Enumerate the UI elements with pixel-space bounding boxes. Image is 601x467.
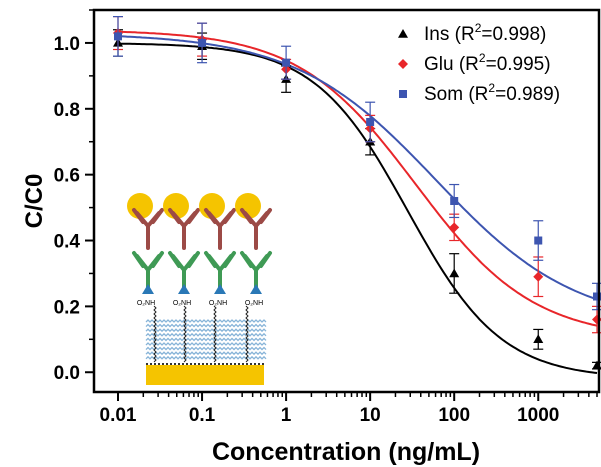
data-points xyxy=(113,15,601,370)
x-axis-title: Concentration (ng/mL) xyxy=(212,438,480,466)
fit-curves xyxy=(117,30,598,374)
monolayer-chain xyxy=(145,342,267,346)
plot-frame xyxy=(92,8,601,394)
linker-chain xyxy=(245,305,249,363)
legend-marker-glu xyxy=(398,59,408,69)
monolayer-chain xyxy=(145,332,267,337)
x-tick-label: 10 xyxy=(360,405,381,426)
linker-triangle xyxy=(178,284,190,294)
legend-marker-ins xyxy=(398,29,408,38)
axes xyxy=(92,8,601,394)
capture-antibody xyxy=(132,251,164,292)
x-tick-label: 100 xyxy=(438,405,470,426)
capture-antibody xyxy=(168,251,200,292)
linker-chain xyxy=(183,305,187,363)
data-point-som xyxy=(198,38,207,47)
data-point-som xyxy=(282,58,291,67)
antibody: O₂NH xyxy=(163,193,200,307)
linker-label: O₂NH xyxy=(245,300,263,307)
detection-antibody xyxy=(240,208,272,250)
linker-chain xyxy=(213,305,217,363)
linker-chain xyxy=(153,305,157,363)
linker-triangle xyxy=(250,284,262,294)
linker-triangle xyxy=(214,284,226,294)
capture-antibody xyxy=(240,251,272,292)
y-tick-label: 0.0 xyxy=(54,363,80,384)
x-tick-label: 0.01 xyxy=(100,405,137,426)
linker-label: O₂NH xyxy=(173,300,191,307)
detection-antibody xyxy=(168,208,200,250)
linker-label: O₂NH xyxy=(209,300,227,307)
fit-curve-ins xyxy=(117,42,598,374)
data-point-som xyxy=(114,32,122,41)
legend-label-glu: Glu (R2=0.995) xyxy=(424,51,551,75)
linker-triangle xyxy=(142,284,154,294)
antibody: O₂NH xyxy=(199,193,236,307)
data-point-som xyxy=(534,236,543,245)
data-point-glu xyxy=(533,271,544,282)
y-tick-label: 0.8 xyxy=(54,100,80,121)
x-tick-label: 1 xyxy=(281,405,292,426)
antibody: O₂NH xyxy=(127,193,164,307)
capture-antibody xyxy=(204,251,236,292)
data-point-ins xyxy=(533,334,544,344)
data-point-som xyxy=(593,292,601,301)
x-tick-label: 0.1 xyxy=(189,405,216,426)
fit-curve-som xyxy=(117,35,598,301)
legend-label-ins: Ins (R2=0.998) xyxy=(424,21,546,45)
monolayer-chain xyxy=(145,355,267,360)
monolayer-chain xyxy=(145,328,267,333)
y-tick-label: 0.2 xyxy=(54,297,80,318)
detection-antibody xyxy=(132,208,164,250)
ticks: 0.01 0.1 1 10 100 1000 0.0 0.2 0.4 0.6 0.8 1.0 xyxy=(54,9,598,426)
legend: Ins (R2=0.998) Glu (R2=0.995) Som (R2=0.98… xyxy=(398,21,560,105)
y-tick-label: 0.6 xyxy=(54,166,80,187)
surface-antibody-schematic: O₂NH O₂NH O₂NH O₂NH xyxy=(127,193,272,385)
detection-antibody xyxy=(204,208,236,250)
data-point-som xyxy=(450,197,459,205)
linker-label: O₂NH xyxy=(137,300,155,307)
data-point-glu xyxy=(449,222,460,233)
gold-substrate xyxy=(146,365,264,385)
y-axis-title: C/C0 xyxy=(21,174,48,229)
data-point-som xyxy=(366,117,375,126)
data-point-ins xyxy=(449,268,460,278)
y-tick-label: 1.0 xyxy=(54,34,80,55)
antibody: O₂NH xyxy=(235,193,272,307)
legend-marker-som xyxy=(399,90,407,98)
x-tick-label: 1000 xyxy=(517,405,559,426)
legend-label-som: Som (R2=0.989) xyxy=(424,81,560,105)
monolayer-chain xyxy=(145,323,267,328)
y-tick-label: 0.4 xyxy=(54,232,81,253)
monolayer-chain xyxy=(145,337,267,342)
fit-curve-glu xyxy=(117,30,598,327)
